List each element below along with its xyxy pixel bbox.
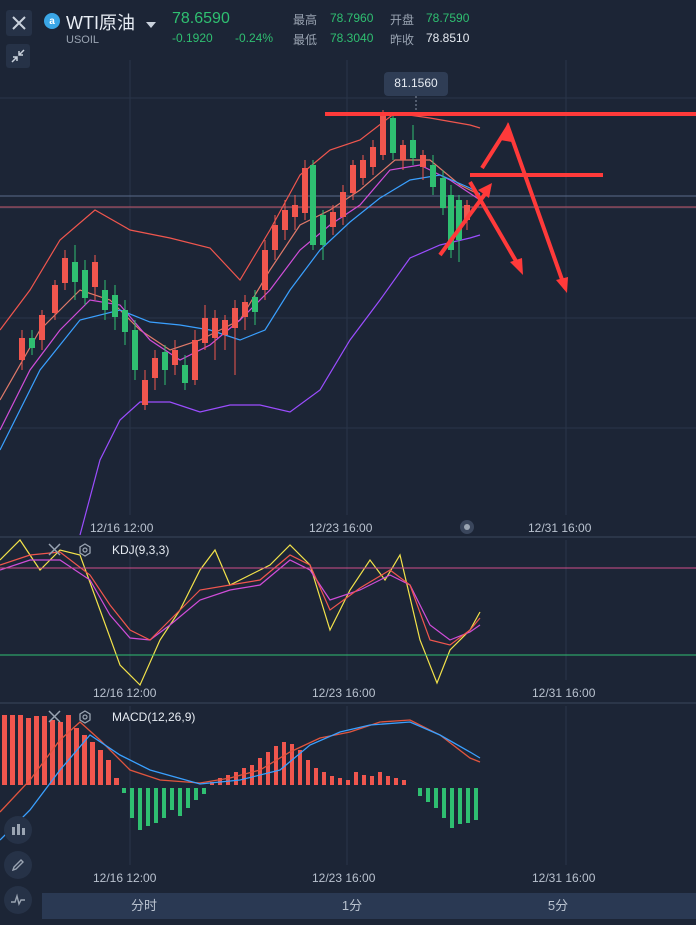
main-x-tick-3: 12/31 16:00 [528,521,592,535]
low-label: 最低 [293,33,318,47]
kdj-x-tick-3: 12/31 16:00 [532,686,596,700]
close-button[interactable] [6,10,32,36]
macd-close-icon[interactable] [48,710,61,728]
high-price-label: 81.1560 [394,76,438,90]
kdj-x-tick-2: 12/23 16:00 [312,686,376,700]
prev-close-value: 78.8510 [426,31,470,45]
collapse-button[interactable] [6,44,30,68]
macd-histogram [2,715,478,830]
open-value: 78.7590 [426,11,470,25]
macd-gear-icon[interactable] [78,710,92,729]
open-label: 开盘 [390,13,415,27]
trend-annotations [325,112,696,289]
indicator-tool-button[interactable] [4,886,32,914]
kdj-x-tick-1: 12/16 12:00 [93,686,157,700]
gear-icon[interactable] [78,543,92,562]
macd-x-tick-3: 12/31 16:00 [532,871,596,885]
main-x-tick-2: 12/23 16:00 [309,521,373,535]
symbol-badge-icon: a [44,13,60,29]
scroll-handle[interactable] [460,520,474,534]
kdj-label: KDJ(9,3,3) [112,543,170,557]
timeframe-tabs: 分时 1分 5分 [42,893,696,919]
header: a WTI原油 USOIL 78.6590 -0.1920 -0.24% 最高 … [0,0,696,48]
macd-label: MACD(12,26,9) [112,710,196,724]
kdj-lines [0,539,696,687]
candle-tool-button[interactable] [4,816,32,844]
caret-down-icon[interactable] [146,16,156,34]
pen-icon [11,859,24,872]
symbol-code: USOIL [66,34,100,46]
last-price: 78.6590 [172,10,230,27]
tab-1min[interactable]: 1分 [341,898,363,913]
price-change-pct: -0.24% [235,31,274,45]
indicator-icon [11,893,25,907]
draw-tool-button[interactable] [4,851,32,879]
tab-timeshare[interactable]: 分时 [130,898,157,913]
close-icon [12,16,26,30]
collapse-icon [11,49,25,63]
kdj-close-icon[interactable] [48,543,61,561]
high-price-tag [384,72,448,110]
arrowheads [478,122,568,293]
price-change: -0.1920 [172,31,213,45]
tab-5min[interactable]: 5分 [547,898,569,913]
low-value: 78.3040 [330,31,374,45]
prev-close-label: 昨收 [390,33,415,47]
macd-lines [0,719,481,841]
main-x-tick-1: 12/16 12:00 [90,521,154,535]
macd-x-tick-2: 12/23 16:00 [312,871,376,885]
symbol-name[interactable]: WTI原油 [66,13,135,33]
high-label: 最高 [293,13,318,27]
candles-icon [12,824,25,835]
candlesticks [19,110,470,410]
macd-x-tick-1: 12/16 12:00 [93,871,157,885]
high-value: 78.7960 [330,11,374,25]
moving-average-lines [0,112,481,536]
